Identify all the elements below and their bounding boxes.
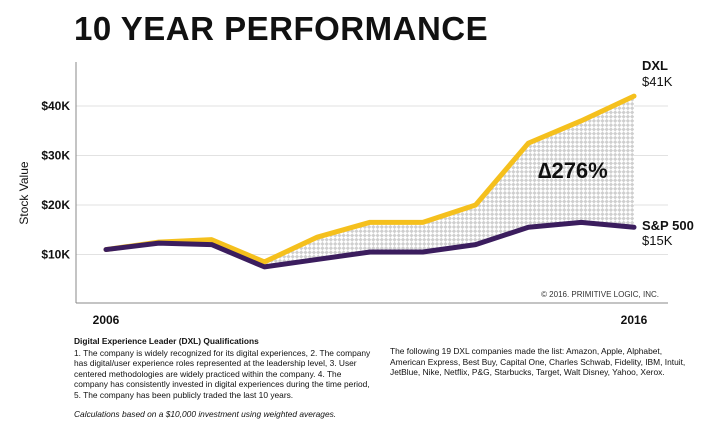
qualifications-notes: Digital Experience Leader (DXL) Qualific… xyxy=(74,336,374,419)
sp500-end-value: $15K xyxy=(642,233,673,248)
x-tick-label: 2006 xyxy=(93,313,120,327)
companies-list: The following 19 DXL companies made the … xyxy=(390,346,686,378)
delta-annotation: ∆276% xyxy=(538,158,608,183)
performance-gap-area xyxy=(106,96,634,267)
sp500-series-line xyxy=(103,219,637,270)
series-lines xyxy=(103,93,637,270)
calculation-note: Calculations based on a $10,000 investme… xyxy=(74,408,337,419)
dxl-series-line xyxy=(103,93,637,265)
y-tick-label: $10K xyxy=(41,248,70,262)
sp500-series-name: S&P 500 xyxy=(642,218,694,233)
y-tick-labels: $10K $20K $30K $40K xyxy=(41,99,70,262)
copyright-note: © 2016. PRIMITIVE LOGIC, INC. xyxy=(541,290,659,299)
dxl-series-name: DXL xyxy=(642,58,668,73)
y-tick-label: $40K xyxy=(41,99,70,113)
y-axis-label: Stock Value xyxy=(17,161,31,224)
x-tick-label: 2016 xyxy=(621,313,648,327)
axes xyxy=(75,62,668,304)
x-tick-labels: 2006 2016 xyxy=(93,313,648,327)
dxl-end-value: $41K xyxy=(642,74,673,89)
y-tick-label: $20K xyxy=(41,198,70,212)
qualifications-heading: Digital Experience Leader (DXL) Qualific… xyxy=(74,336,259,346)
qualifications-body: 1. The company is widely recognized for … xyxy=(74,347,371,400)
y-tick-label: $30K xyxy=(41,149,70,163)
page-title: 10 YEAR PERFORMANCE xyxy=(74,10,489,47)
